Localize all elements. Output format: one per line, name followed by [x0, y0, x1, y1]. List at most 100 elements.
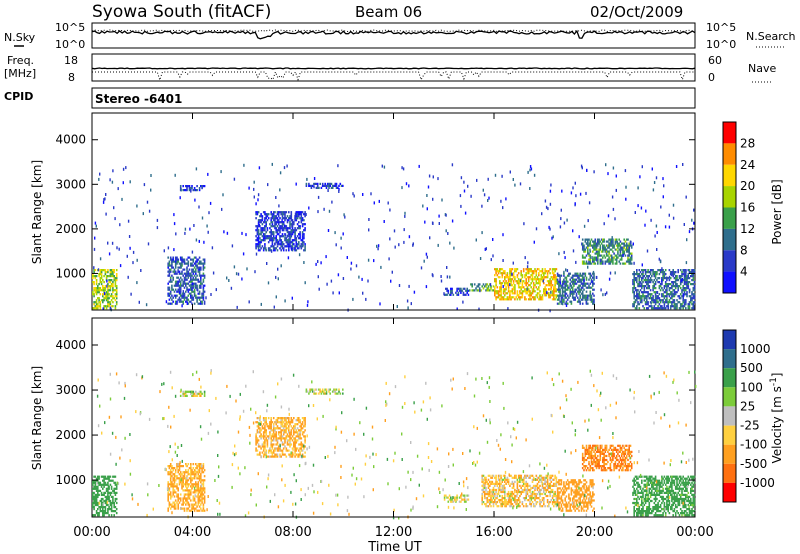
heatmap-cell	[501, 478, 504, 481]
heatmap-cell	[501, 272, 504, 275]
heatmap-cell	[693, 281, 696, 284]
heatmap-cell	[555, 268, 558, 271]
heatmap-cell	[97, 491, 99, 494]
heatmap-cell	[592, 288, 594, 291]
heatmap-cell	[272, 247, 275, 250]
heatmap-cell	[683, 269, 685, 273]
heatmap-cell	[190, 292, 192, 295]
heatmap-cell	[190, 485, 192, 488]
heatmap-cell	[511, 268, 514, 271]
heatmap-cell	[526, 290, 529, 293]
heatmap-cell	[531, 490, 534, 494]
heatmap-cell	[295, 229, 298, 232]
heatmap-cell	[202, 465, 205, 468]
heatmap-cell	[295, 249, 298, 252]
heatmap-cell	[520, 272, 522, 275]
heatmap-cell	[183, 473, 186, 476]
heatmap-cell	[482, 501, 485, 504]
heatmap-cell	[610, 242, 613, 245]
heatmap-cell	[182, 489, 184, 492]
heatmap-cell	[554, 298, 556, 301]
heatmap-cell	[201, 392, 203, 395]
heatmap-cell	[485, 285, 487, 288]
heatmap-cell	[255, 239, 257, 242]
heatmap-cell	[447, 500, 450, 503]
heatmap-cell	[504, 492, 506, 496]
heatmap-cell	[192, 278, 195, 281]
heatmap-cell	[108, 506, 110, 509]
heatmap-cell	[425, 252, 428, 256]
heatmap-cell	[633, 261, 635, 265]
heatmap-cell	[598, 250, 600, 253]
heatmap-cell	[277, 211, 280, 214]
heatmap-cell	[687, 283, 690, 286]
heatmap-cell	[202, 485, 205, 488]
heatmap-cell	[259, 233, 261, 236]
heatmap-cell	[167, 266, 169, 269]
heatmap-cell	[186, 507, 188, 510]
heatmap-cell	[295, 182, 297, 186]
heatmap-cell	[192, 296, 195, 299]
heatmap-cell	[495, 280, 497, 283]
heatmap-cell	[586, 242, 588, 246]
heatmap-cell	[291, 229, 294, 232]
heatmap-cell	[105, 212, 107, 216]
heatmap-cell	[295, 215, 298, 218]
heatmap-cell	[197, 296, 200, 299]
heatmap-cell	[105, 305, 108, 308]
heatmap-cell	[554, 268, 556, 271]
heatmap-cell	[256, 441, 259, 444]
heatmap-cell	[102, 506, 104, 509]
heatmap-cell	[491, 488, 494, 492]
heatmap-cell	[526, 272, 529, 275]
heatmap-cell	[294, 439, 296, 442]
heatmap-cell	[446, 289, 448, 292]
heatmap-cell	[496, 501, 499, 504]
heatmap-cell	[692, 283, 695, 286]
heatmap-cell	[471, 285, 473, 288]
heatmap-cell	[270, 211, 272, 214]
heatmap-cell	[269, 447, 271, 450]
heatmap-cell	[590, 294, 593, 297]
heatmap-cell	[94, 291, 97, 294]
heatmap-cell	[112, 301, 114, 304]
heatmap-cell	[285, 425, 288, 428]
heatmap-cell	[565, 284, 568, 287]
heatmap-cell	[648, 305, 651, 308]
heatmap-cell	[671, 271, 673, 274]
heatmap-cell	[267, 281, 270, 285]
heatmap-cell	[257, 241, 260, 244]
heatmap-cell	[289, 455, 291, 458]
heatmap-cell	[581, 298, 584, 301]
heatmap-cell	[260, 213, 262, 216]
heatmap-cell	[177, 477, 179, 480]
heatmap-cell	[590, 298, 593, 301]
heatmap-cell	[547, 207, 549, 211]
heatmap-cell	[510, 298, 512, 301]
heatmap-cell	[646, 275, 648, 278]
heatmap-cell	[342, 277, 345, 280]
heatmap-cell	[544, 505, 546, 508]
heatmap-cell	[293, 445, 295, 448]
heatmap-cell	[465, 293, 467, 296]
heatmap-cell	[196, 278, 198, 281]
heatmap-cell	[651, 307, 653, 310]
heatmap-cell	[481, 231, 483, 235]
heatmap-cell	[202, 497, 205, 500]
heatmap-cell	[641, 165, 643, 169]
heatmap-cell	[195, 286, 197, 289]
heatmap-cell	[306, 390, 309, 393]
heatmap-cell	[277, 417, 280, 420]
heatmap-cell	[532, 484, 535, 487]
heatmap-cell	[504, 474, 506, 477]
heatmap-cell	[260, 435, 262, 438]
heatmap-cell	[257, 445, 260, 448]
heatmap-cell	[284, 423, 286, 426]
heatmap-cell	[613, 256, 615, 259]
heatmap-cell	[649, 293, 652, 296]
heatmap-cell	[187, 276, 190, 279]
heatmap-cell	[276, 211, 279, 214]
heatmap-cell	[185, 274, 187, 277]
heatmap-cell	[179, 390, 182, 393]
heatmap-cell	[294, 443, 296, 446]
